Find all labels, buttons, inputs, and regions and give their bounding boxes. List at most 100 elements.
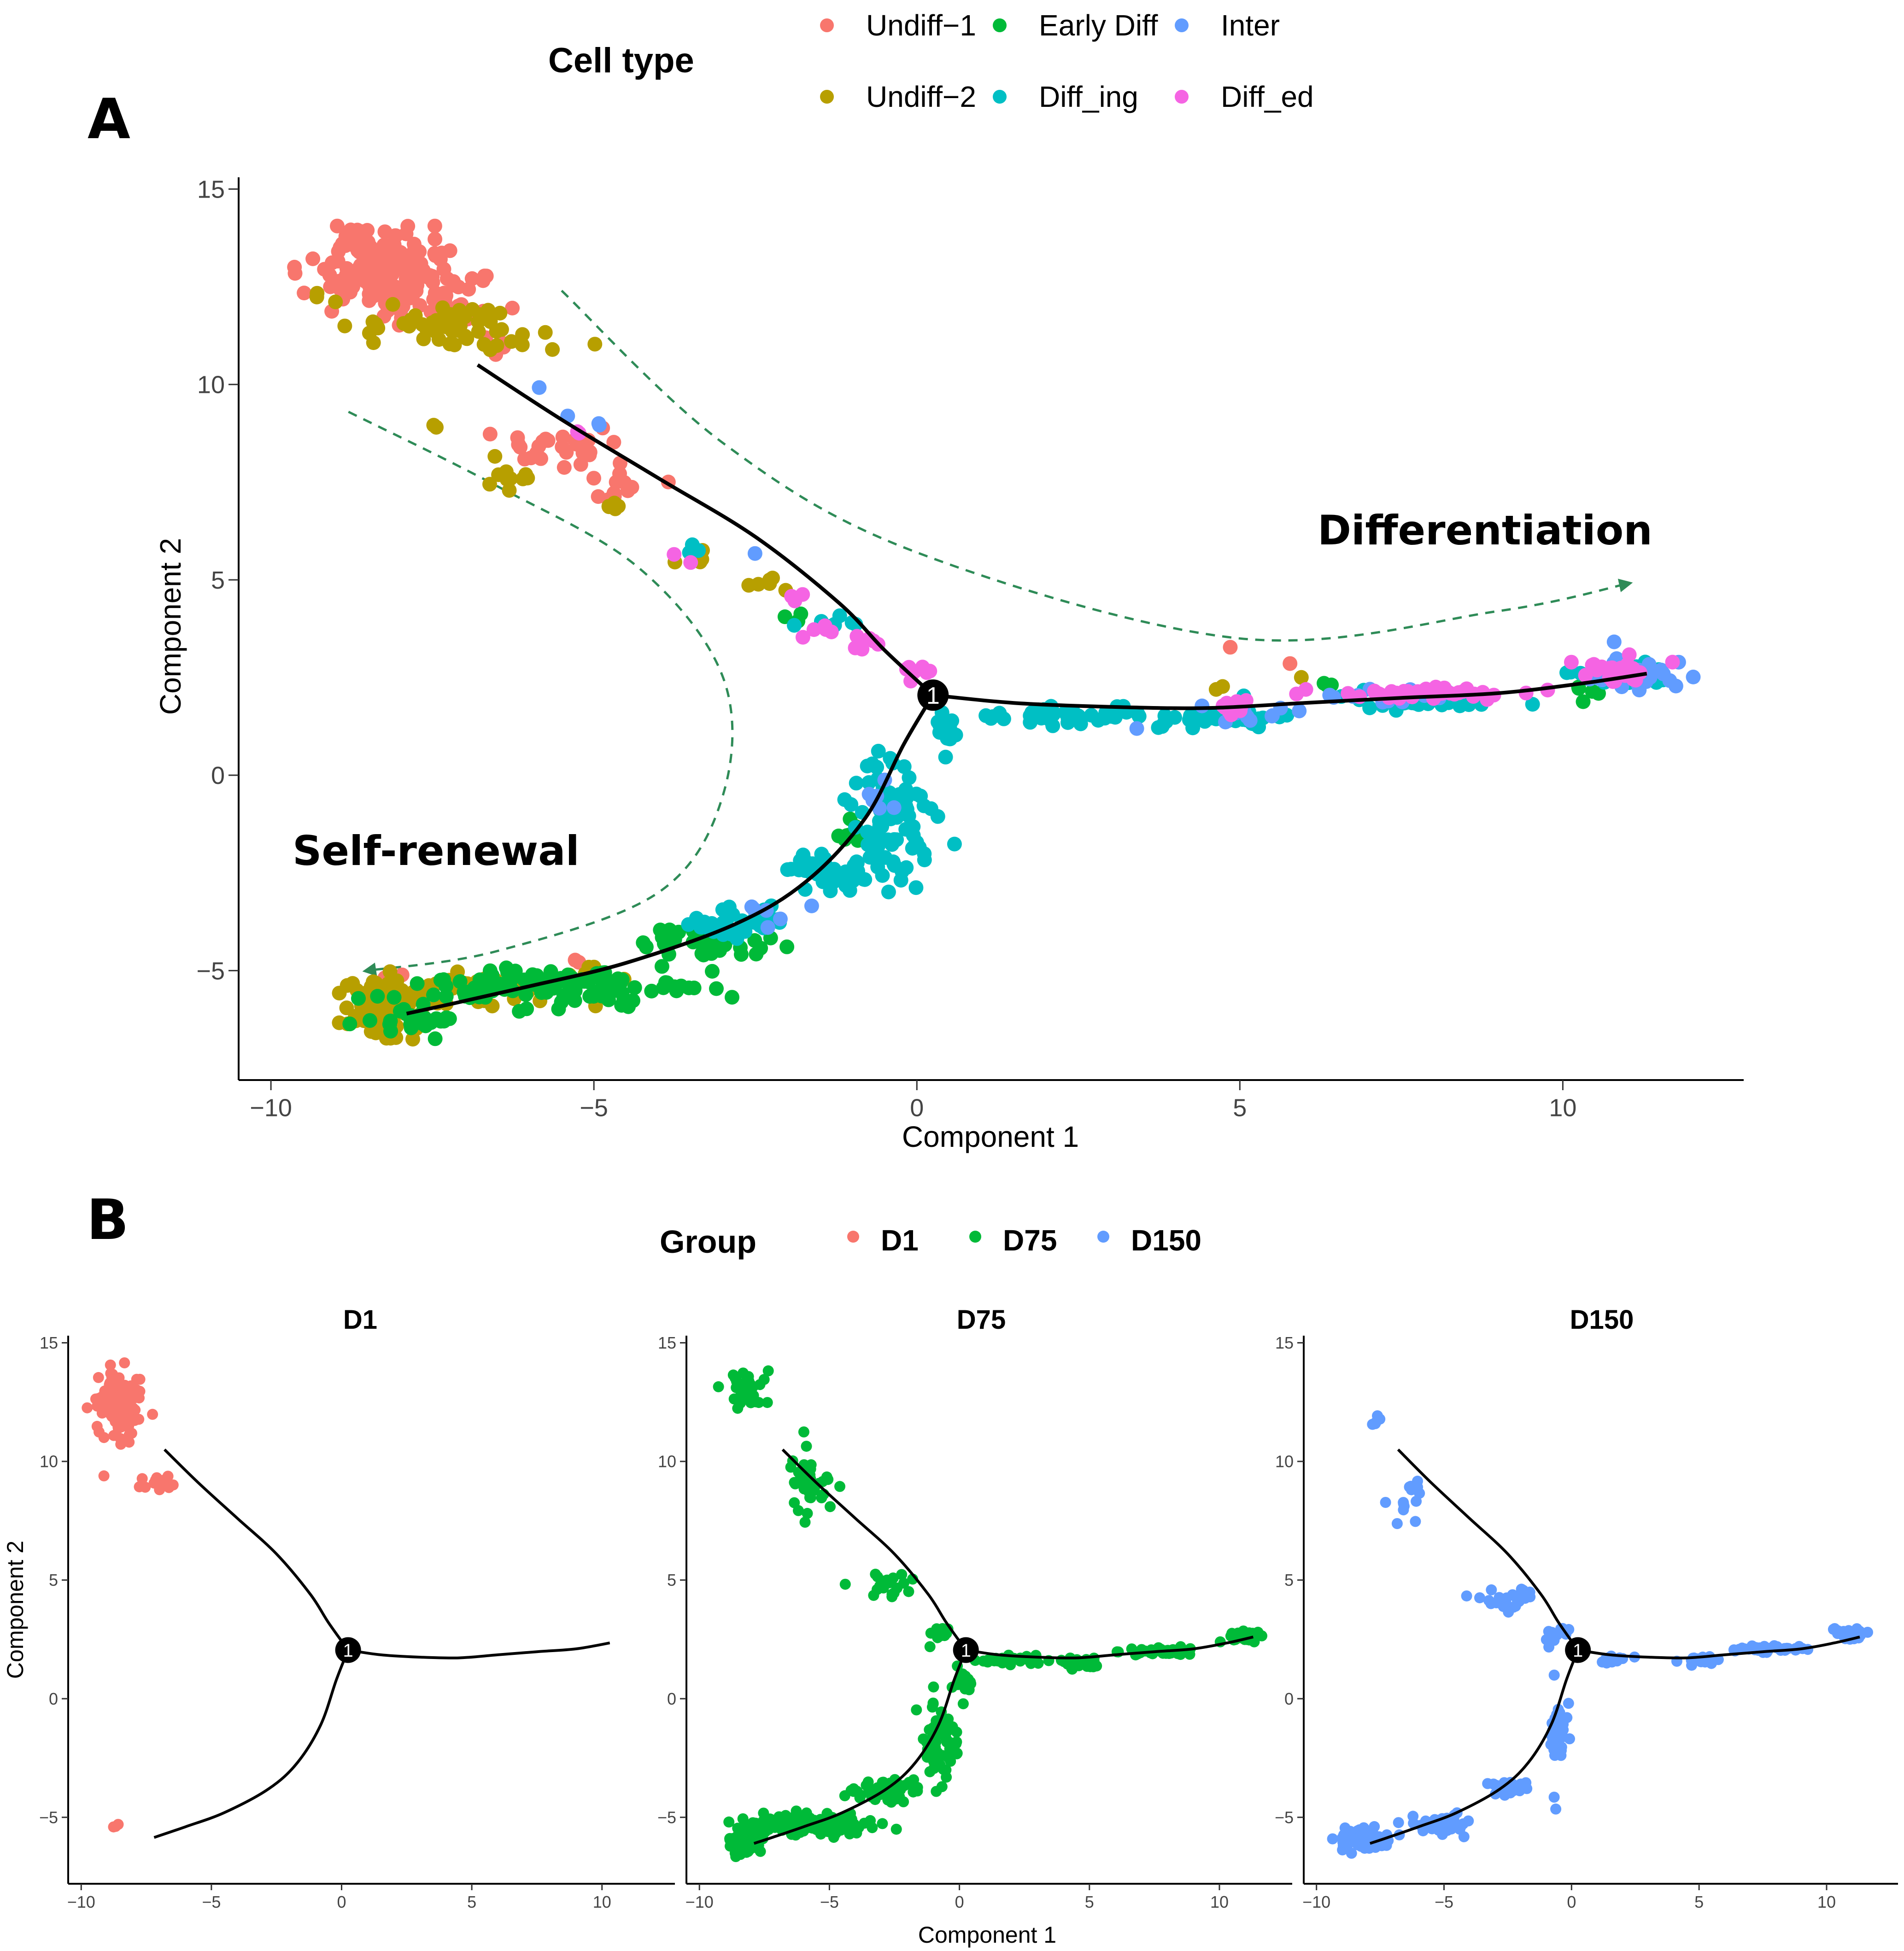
point-d75: [936, 1781, 948, 1793]
point-d75: [924, 1641, 936, 1653]
point-d150: [1367, 1419, 1378, 1430]
point-d150: [1524, 1591, 1536, 1603]
point-diff-ing: [878, 850, 893, 865]
legend-a-label: Diff_ed: [1221, 80, 1314, 113]
point-d150: [1411, 1495, 1422, 1507]
point-d1: [82, 1402, 93, 1414]
y-tick-label: 0: [49, 1689, 58, 1708]
branch-point-label: 1: [926, 683, 940, 709]
point-undiff-1: [464, 271, 480, 286]
point-diff-ed: [1589, 662, 1605, 678]
point-d150: [1455, 1822, 1466, 1833]
point-undiff-2: [487, 449, 503, 464]
point-undiff-1: [412, 244, 427, 259]
trajectory-branch: [153, 1649, 350, 1839]
y-tick-label: 0: [1284, 1689, 1294, 1708]
point-d1: [93, 1393, 104, 1404]
point-early-diff: [534, 985, 549, 1000]
point-diff-ing: [917, 846, 932, 861]
point-d150: [1486, 1584, 1497, 1595]
point-early-diff: [837, 832, 852, 847]
point-d1: [134, 1481, 145, 1493]
panel-a-trajectory: 1: [406, 363, 1647, 1016]
point-d150: [1498, 1601, 1509, 1612]
point-d75: [732, 1402, 744, 1414]
panel-a-x-label: Component 1: [902, 1120, 1079, 1153]
y-tick-label: 5: [49, 1571, 58, 1589]
point-early-diff: [709, 981, 724, 996]
point-d150: [1769, 1640, 1780, 1652]
legend-a-label: Diff_ing: [1039, 80, 1138, 113]
point-undiff-2: [332, 986, 347, 1001]
point-d75: [965, 1676, 976, 1688]
point-early-diff: [363, 1013, 377, 1028]
point-early-diff: [351, 991, 366, 1006]
point-undiff-1: [351, 263, 366, 278]
point-undiff-1: [1283, 656, 1298, 671]
point-undiff-2: [415, 317, 430, 332]
point-diff-ing: [849, 776, 864, 791]
point-d75: [839, 1578, 851, 1590]
legend-b-title: Group: [660, 1224, 756, 1260]
point-early-diff: [644, 983, 659, 999]
point-d75: [896, 1569, 908, 1580]
point-early-diff: [519, 1001, 534, 1016]
point-d75: [931, 1623, 943, 1635]
point-diff-ing: [705, 918, 720, 934]
point-d75: [957, 1698, 969, 1710]
annotation-differentiation: Differentiation: [1318, 507, 1652, 554]
point-undiff-2: [1294, 670, 1309, 685]
branch-point-marker: [953, 1637, 979, 1663]
point-d150: [1482, 1778, 1494, 1789]
point-undiff-1: [402, 257, 417, 272]
point-d150: [1543, 1626, 1554, 1637]
point-early-diff: [705, 964, 720, 979]
y-tick-label: 10: [1275, 1452, 1294, 1471]
point-d1: [162, 1471, 174, 1482]
point-d150: [1549, 1750, 1560, 1761]
point-undiff-2: [504, 334, 519, 349]
point-d1: [108, 1821, 119, 1833]
point-undiff-2: [385, 297, 400, 312]
point-diff-ing: [881, 884, 896, 900]
point-undiff-2: [751, 577, 766, 592]
point-d75: [957, 1668, 968, 1680]
point-inter: [773, 911, 788, 927]
point-d150: [1408, 1817, 1419, 1829]
point-early-diff: [779, 939, 795, 954]
point-undiff-2: [545, 342, 560, 357]
point-undiff-1: [436, 286, 451, 301]
point-d150: [1430, 1822, 1441, 1833]
point-d1: [119, 1379, 130, 1391]
y-tick-label: 10: [197, 371, 225, 399]
point-diff-ing: [909, 786, 924, 801]
point-diff-ed: [1665, 654, 1680, 670]
point-inter: [1195, 698, 1210, 713]
point-undiff-1: [377, 266, 393, 281]
point-undiff-2: [515, 327, 530, 342]
x-tick-label: 10: [593, 1893, 611, 1911]
point-early-diff: [639, 940, 654, 955]
panel-a-points: [287, 218, 1701, 1047]
point-diff-ed: [667, 547, 682, 562]
point-diff-ed: [784, 589, 799, 604]
point-diff-ing: [844, 797, 859, 812]
point-undiff-2: [366, 335, 381, 350]
trajectory-branch: [781, 1449, 967, 1651]
point-diff-ing: [899, 860, 914, 875]
point-d75: [791, 1813, 803, 1825]
point-undiff-1: [591, 489, 606, 504]
point-early-diff: [410, 976, 425, 991]
point-d1: [167, 1479, 179, 1491]
point-diff-ing: [871, 743, 886, 759]
dashed-arrow: [348, 410, 734, 976]
point-undiff-1: [428, 232, 443, 247]
point-d150: [1513, 1595, 1525, 1607]
point-d75: [747, 1838, 758, 1849]
point-d150: [1346, 1847, 1357, 1859]
x-tick-label: −10: [250, 1094, 292, 1122]
point-diff-ed: [795, 587, 810, 602]
point-d150: [1828, 1624, 1839, 1635]
point-d75: [789, 1497, 800, 1508]
